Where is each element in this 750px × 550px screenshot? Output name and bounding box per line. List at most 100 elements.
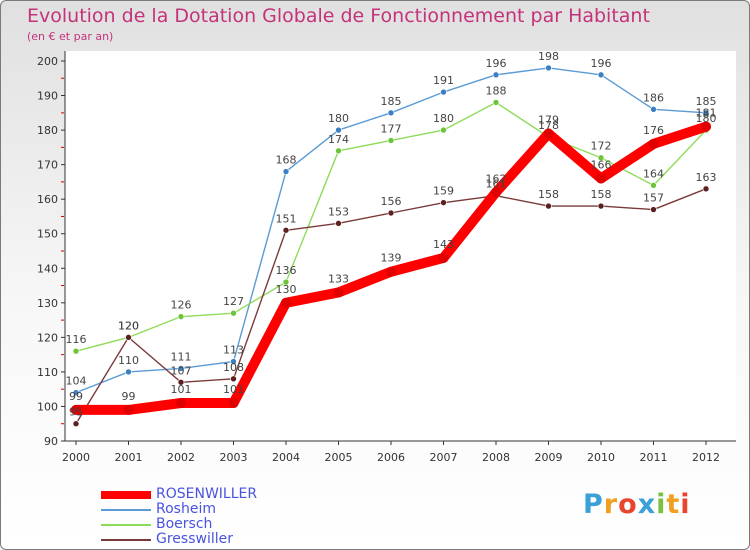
data-point-gresswiller [72,420,80,428]
data-label-gresswiller: 156 [381,195,402,208]
data-label-rosenwiller: 181 [696,107,717,120]
data-label-gresswiller: 158 [538,188,559,201]
data-point-gresswiller [125,334,132,341]
data-label-gresswiller: 108 [223,361,244,374]
logo-letter: i [656,489,667,520]
data-label-boersch: 174 [328,133,349,146]
legend-item-gresswiller: Gresswiller [101,531,351,547]
data-label-boersch: 127 [223,295,244,308]
x-tick-label: 2008 [482,451,510,464]
data-label-gresswiller: 153 [328,205,349,218]
data-label-rosenwiller: 133 [328,272,349,285]
data-label-gresswiller: 95 [69,406,83,419]
data-label-rosenwiller: 162 [486,172,507,185]
data-point-boersch [492,99,500,106]
y-tick-label: 200 [37,55,58,68]
y-tick-label: 190 [37,90,58,103]
data-point-boersch [387,137,395,144]
data-point-boersch [335,147,342,155]
data-point-rosenwiller [701,121,711,132]
logo-letter: t [666,489,681,520]
data-label-rosheim: 104 [66,375,87,388]
data-label-rosenwiller: 139 [381,252,402,265]
data-point-rosenwiller [438,252,449,263]
x-tick-label: 2005 [325,451,353,464]
x-tick-label: 2011 [640,451,668,464]
data-label-gresswiller: 161 [486,178,507,191]
data-point-rosenwiller [491,187,501,198]
legend-swatch [101,539,151,541]
data-point-gresswiller [702,185,710,193]
data-point-boersch [282,278,290,286]
data-label-rosheim: 113 [223,344,244,357]
data-point-gresswiller [230,375,237,383]
data-label-gresswiller: 157 [643,192,664,205]
data-point-gresswiller [282,226,290,234]
logo-letter: r [603,489,619,520]
data-label-boersch: 136 [276,264,297,277]
data-label-gresswiller: 107 [171,364,192,377]
logo-letter: i [680,489,691,520]
legend-label: Gresswiller [156,531,233,547]
legend-swatch [101,491,151,499]
data-point-rosheim [282,168,290,175]
data-point-rosheim [492,71,500,79]
y-tick-label: 170 [37,159,58,172]
data-point-rosheim [650,106,657,113]
legend-label: Boersch [156,516,213,532]
data-label-rosenwiller: 166 [591,158,612,171]
data-point-rosheim [440,88,447,96]
data-label-rosheim: 196 [486,57,507,70]
data-label-gresswiller: 163 [696,171,717,184]
data-label-rosheim: 110 [118,354,139,367]
x-tick-label: 2000 [62,451,90,464]
y-tick-label: 160 [37,193,58,206]
data-point-gresswiller [177,378,185,386]
data-point-boersch [177,313,185,320]
data-label-gresswiller: 120 [118,319,139,332]
legend-swatch [101,509,151,511]
y-tick-label: 100 [37,400,58,413]
data-point-rosheim [387,109,395,117]
x-tick-label: 2012 [692,451,720,464]
data-point-boersch [440,126,447,134]
data-label-rosenwiller: 101 [223,383,244,396]
data-label-rosheim: 191 [433,74,454,87]
data-point-gresswiller [545,202,552,210]
data-point-rosenwiller [648,138,659,149]
data-point-rosenwiller [176,398,186,408]
data-label-boersch: 180 [696,112,717,125]
data-label-rosheim: 186 [643,91,664,104]
x-tick-label: 2010 [587,451,615,464]
legend-item-rosheim: Rosheim [101,501,351,517]
legend-item-rosenwiller: ROSENWILLER [101,486,351,502]
legend-label: ROSENWILLER [156,486,258,502]
data-point-boersch [650,182,657,189]
legend-item-boersch: Boersch [101,516,351,532]
data-label-rosenwiller: 99 [122,390,136,403]
y-tick-label: 150 [37,228,58,241]
data-point-rosenwiller [281,297,291,308]
data-label-boersch: 177 [381,122,402,135]
data-point-rosenwiller [386,266,396,277]
legend-swatch [101,524,151,526]
x-tick-label: 2006 [377,451,405,464]
logo-letter: x [637,489,657,520]
data-label-rosheim: 111 [171,350,192,363]
data-label-boersch: 116 [66,333,87,346]
data-point-rosheim [230,358,237,365]
data-point-gresswiller [650,206,657,213]
data-point-boersch [597,154,605,162]
data-label-rosheim: 196 [591,57,612,70]
data-point-boersch [72,347,80,355]
data-label-gresswiller: 151 [276,212,297,225]
data-label-boersch: 164 [643,167,664,180]
data-point-gresswiller [597,202,605,210]
data-label-rosenwiller: 101 [171,383,192,396]
data-point-rosheim [597,71,605,79]
chart-subtitle: (en € et par an) [27,30,114,43]
y-tick-label: 180 [37,124,58,137]
data-label-boersch: 188 [486,84,507,97]
data-label-rosenwiller: 179 [538,114,559,127]
